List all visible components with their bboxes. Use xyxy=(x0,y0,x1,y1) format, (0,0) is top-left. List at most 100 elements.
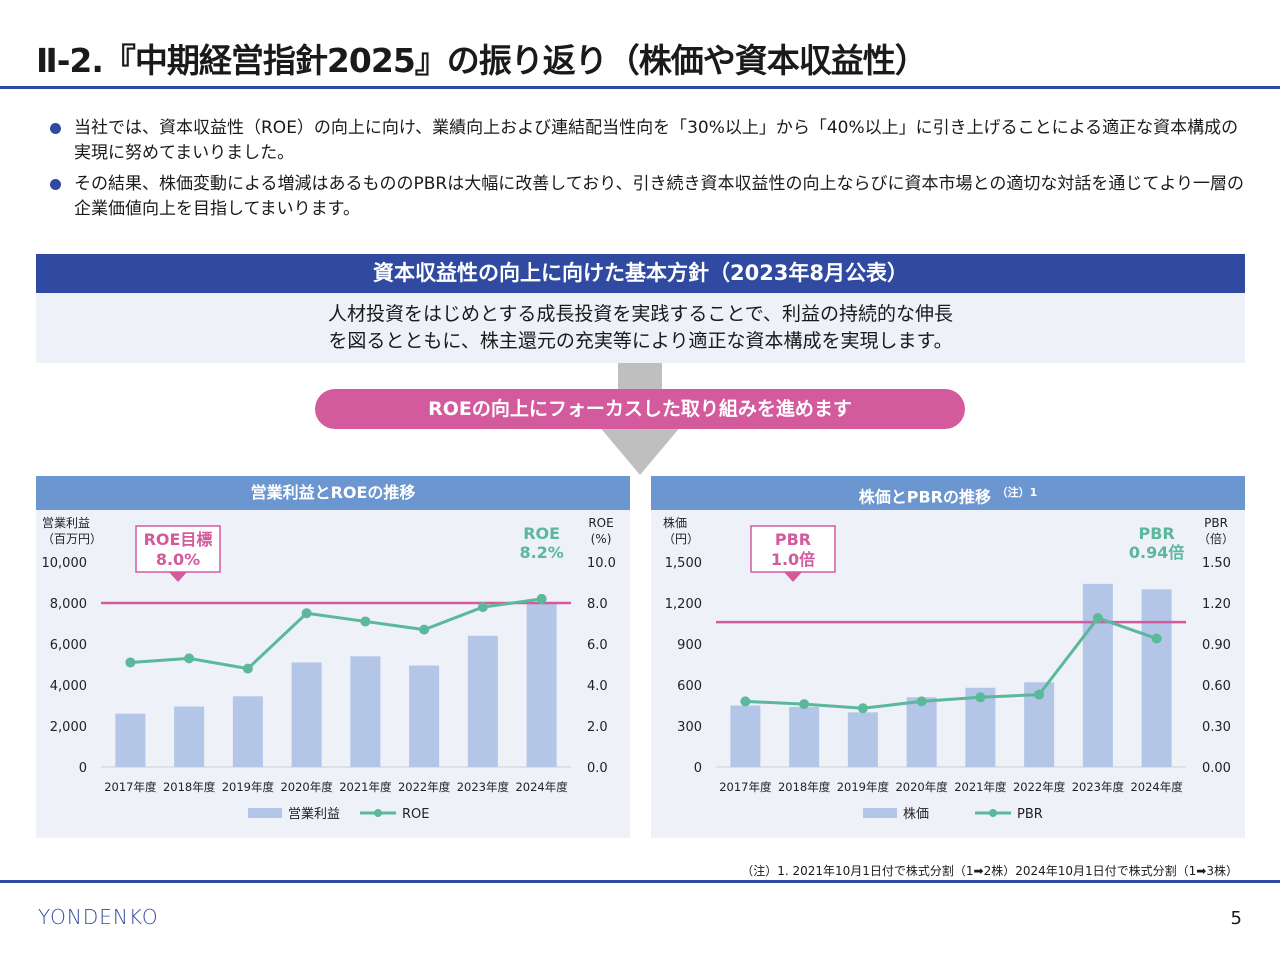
list-item: 当社では、資本収益性（ROE）の向上に向け、業績向上および連結配当性向を「30%… xyxy=(46,116,1246,166)
x-tick-label: 2018年度 xyxy=(163,780,216,794)
chart-title-note: （注）1 xyxy=(996,486,1038,499)
x-tick-label: 2019年度 xyxy=(837,780,890,794)
y-axis-left-label: 営業利益 xyxy=(42,516,90,530)
x-tick-label: 2020年度 xyxy=(280,780,333,794)
line-point xyxy=(536,593,547,604)
line-point xyxy=(419,624,430,635)
bar xyxy=(1141,589,1172,767)
bar xyxy=(174,706,205,767)
target-label: PBR xyxy=(775,530,811,549)
x-tick-label: 2021年度 xyxy=(339,780,392,794)
bar xyxy=(847,712,878,767)
title-rule xyxy=(0,86,1280,89)
line-point xyxy=(184,653,195,664)
y-tick-right: 1.50 xyxy=(1202,556,1231,571)
x-tick-label: 2022年度 xyxy=(1013,780,1066,794)
x-tick-label: 2022年度 xyxy=(398,780,451,794)
chart-stock-pbr: 株価（円）PBR（倍）03006009001,2001,5000.000.300… xyxy=(663,515,1234,822)
line-point xyxy=(477,602,488,613)
x-tick-label: 2017年度 xyxy=(104,780,157,794)
y-tick-right: 1.20 xyxy=(1202,597,1231,612)
policy-line: 人材投資をはじめとする成長投資を実践することで、利益の持続的な伸長 xyxy=(327,303,954,325)
legend-label: 営業利益 xyxy=(288,806,340,822)
y-axis-left-label: （百万円） xyxy=(42,532,102,546)
chart-panel-stock-pbr: 株価とPBRの推移 （注）1 株価 （円） PBR （倍） 0 300 600 900 1,20… xyxy=(651,476,1245,838)
x-tick-label: 2021年度 xyxy=(954,780,1007,794)
y-tick-left: 0 xyxy=(79,761,87,776)
policy-heading: 資本収益性の向上に向けた基本方針（2023年8月公表） xyxy=(36,254,1245,293)
page-title: Ⅱ-2.『中期経営指針2025』の振り返り（株価や資本収益性） xyxy=(36,41,928,80)
x-tick-label: 2019年度 xyxy=(222,780,275,794)
target-label: 8.0% xyxy=(156,550,200,569)
bar xyxy=(789,706,820,767)
bar xyxy=(906,697,937,767)
y-tick-left: 10,000 xyxy=(42,556,88,571)
end-value-label: 0.94倍 xyxy=(1129,543,1184,562)
line-point xyxy=(1092,613,1103,624)
y-tick-left: 900 xyxy=(677,638,702,653)
legend-label: ROE xyxy=(402,807,429,822)
y-tick-left: 4,000 xyxy=(50,679,87,694)
legend-line-marker xyxy=(374,809,382,817)
y-axis-right-label: （倍） xyxy=(1198,531,1234,546)
bullet-list: 当社では、資本収益性（ROE）の向上に向け、業績向上および連結配当性向を「30%… xyxy=(46,116,1246,228)
x-tick-label: 2024年度 xyxy=(515,780,568,794)
target-callout-pointer xyxy=(784,572,802,582)
y-tick-left: 1,200 xyxy=(665,597,702,612)
end-value-label: 8.2% xyxy=(519,543,563,562)
bar xyxy=(730,705,761,767)
bullet-dot-icon xyxy=(50,123,61,134)
bar xyxy=(409,665,440,767)
line-point xyxy=(740,696,751,707)
bar xyxy=(350,656,381,767)
line-series xyxy=(745,616,1158,710)
bar xyxy=(467,635,498,767)
y-tick-right: 2.0 xyxy=(587,720,608,735)
y-tick-right: 6.0 xyxy=(587,638,608,653)
bullet-text: その結果、株価変動による増減はあるもののPBRは大幅に改善しており、引き続き資本… xyxy=(74,174,1245,219)
y-tick-right: 0.90 xyxy=(1202,638,1231,653)
y-tick-right: 10.0 xyxy=(587,556,616,571)
line-point xyxy=(301,608,312,619)
line-point xyxy=(799,699,810,710)
line-point xyxy=(857,703,868,714)
x-tick-label: 2017年度 xyxy=(719,780,772,794)
y-axis-right-label: (%) xyxy=(591,532,612,546)
line-point xyxy=(975,692,986,703)
x-tick-label: 2023年度 xyxy=(457,780,510,794)
target-callout-pointer xyxy=(169,572,187,582)
target-callout-box xyxy=(135,525,221,573)
footnote: （注）1. 2021年10月1日付で株式分割（1➡2株）2024年10月1日付で… xyxy=(741,864,1238,878)
target-label: ROE目標 xyxy=(144,530,213,549)
y-axis-right-label: PBR xyxy=(1204,516,1228,530)
y-tick-left: 1,500 xyxy=(665,556,702,571)
y-tick-left: 300 xyxy=(677,720,702,735)
y-axis-right-label: ROE xyxy=(588,516,613,530)
list-item: その結果、株価変動による増減はあるもののPBRは大幅に改善しており、引き続き資本… xyxy=(46,172,1246,222)
bar xyxy=(291,662,322,767)
policy-body: 人材投資をはじめとする成長投資を実践することで、利益の持続的な伸長 を図るととも… xyxy=(36,293,1245,363)
y-axis-left-label: 株価 xyxy=(663,515,687,530)
legend-bar-swatch xyxy=(863,808,897,818)
line-point xyxy=(1151,633,1162,644)
line-point xyxy=(1034,689,1045,700)
footer-rule xyxy=(0,880,1280,883)
y-tick-left: 600 xyxy=(677,679,702,694)
y-tick-right: 0.60 xyxy=(1202,679,1231,694)
chart-operating-profit-roe: 営業利益 （百万円） ROE (%) 0 2,000 4,000 6,000 8,000 10,0… xyxy=(42,516,616,822)
end-value-label: ROE xyxy=(523,524,560,543)
x-tick-label: 2024年度 xyxy=(1130,780,1183,794)
page-number: 5 xyxy=(1230,908,1242,929)
y-axis-left-label: （円） xyxy=(663,532,699,546)
x-tick-label: 2018年度 xyxy=(778,780,831,794)
chart-title: 株価とPBRの推移 （注）1 xyxy=(651,476,1245,510)
bar xyxy=(1082,583,1113,767)
legend-label: 株価 xyxy=(903,807,929,822)
line-point xyxy=(242,663,253,674)
bullet-dot-icon xyxy=(50,179,61,190)
company-logo: YONDENKO xyxy=(38,905,159,929)
y-tick-left: 8,000 xyxy=(50,597,87,612)
focus-banner: ROEの向上にフォーカスした取り組みを進めます xyxy=(315,389,965,429)
target-label: 1.0倍 xyxy=(771,550,815,569)
chart-title-text: 営業利益とROEの推移 xyxy=(250,483,416,502)
